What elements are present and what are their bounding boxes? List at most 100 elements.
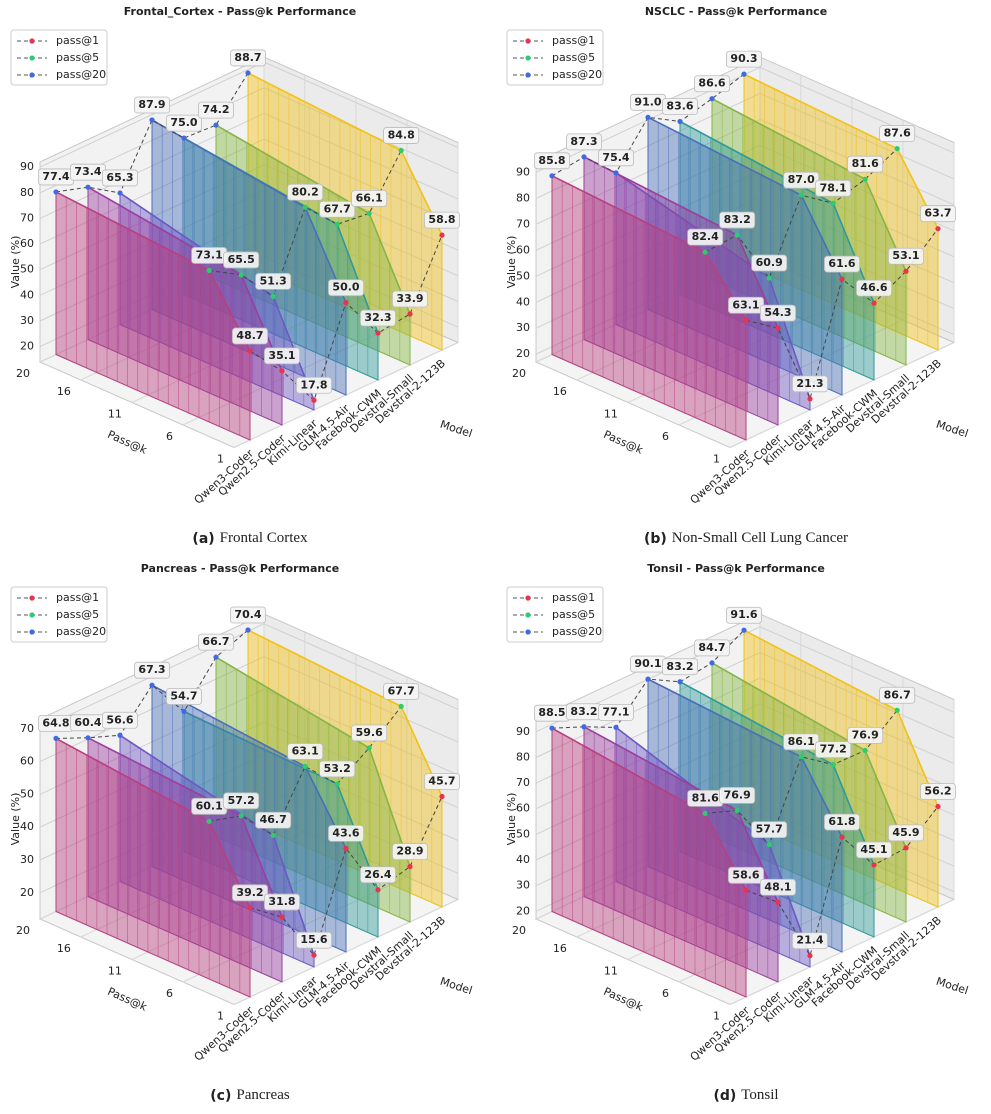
data-label-box	[223, 792, 260, 810]
data-label-box	[751, 254, 788, 272]
data-label-box	[719, 211, 756, 229]
data-point	[270, 293, 276, 299]
data-label: 77.1	[602, 705, 629, 718]
data-point	[117, 190, 123, 196]
data-label: 33.9	[396, 292, 423, 305]
data-point	[807, 953, 813, 959]
data-point	[213, 122, 219, 128]
data-label-box	[166, 688, 202, 705]
z-tick-label: 60	[20, 755, 34, 768]
data-label-box	[383, 682, 420, 700]
data-label: 81.6	[692, 791, 719, 804]
data-label: 88.5	[538, 706, 565, 719]
grid-line	[627, 654, 853, 960]
z-tick-label: 50	[516, 269, 530, 282]
data-label-box	[760, 878, 796, 896]
data-label-box	[662, 98, 698, 115]
z-tick-label: 30	[516, 321, 530, 334]
data-label: 77.2	[820, 743, 847, 756]
data-label-box	[328, 824, 364, 842]
k-tick-label: 16	[57, 385, 71, 398]
data-label-box	[264, 347, 300, 365]
data-label-box	[255, 272, 292, 290]
data-label-box	[687, 228, 724, 246]
data-point	[366, 745, 372, 751]
subplot: Pancreas - Pass@k Performance 20 30 40 50 60 7…	[9, 562, 474, 1104]
k-tick-label: 20	[16, 367, 30, 380]
data-label: 50.0	[332, 281, 359, 294]
data-label-box	[888, 824, 924, 842]
data-label-box	[198, 101, 234, 119]
data-label: 46.6	[860, 281, 887, 294]
data-point	[375, 330, 381, 336]
data-label: 58.8	[428, 213, 455, 226]
data-label-box	[351, 190, 388, 207]
caption-text: Pancreas	[236, 1087, 289, 1103]
data-point	[53, 189, 59, 195]
legend-marker	[525, 629, 531, 635]
legend-marker	[29, 595, 35, 601]
k-tick-label: 6	[166, 430, 173, 443]
z-tick-label: 20	[20, 886, 34, 899]
grid-line	[233, 142, 459, 448]
z-tick-label: 50	[516, 827, 530, 840]
data-point	[709, 660, 715, 666]
data-label-box	[134, 96, 170, 114]
legend-label: pass@5	[552, 51, 595, 64]
data-label-box	[287, 743, 324, 760]
data-label-box	[166, 114, 202, 132]
data-point	[734, 807, 740, 814]
caption-tag: (c)	[210, 1088, 231, 1104]
data-label: 86.1	[788, 735, 815, 748]
z-tick-label: 20	[516, 904, 530, 917]
data-point	[734, 232, 740, 238]
data-label: 32.3	[364, 311, 391, 324]
data-label-box	[726, 606, 762, 624]
data-label: 63.1	[732, 298, 759, 311]
data-label-box	[232, 327, 268, 345]
k-tick-label: 1	[713, 1010, 720, 1023]
data-label: 86.7	[884, 688, 911, 701]
z-tick-label: 90	[20, 160, 34, 173]
data-label: 83.2	[724, 213, 751, 226]
data-label: 59.6	[356, 726, 383, 739]
y-axis-label: Pass@k	[106, 985, 150, 1014]
data-label-box	[792, 375, 828, 393]
data-label: 48.1	[764, 880, 791, 893]
data-point	[343, 845, 349, 851]
data-label-box	[751, 821, 788, 839]
data-point	[743, 317, 749, 323]
legend-marker	[29, 629, 35, 635]
data-label-box	[319, 760, 356, 778]
z-tick-label: 70	[20, 722, 34, 735]
data-point	[741, 627, 747, 633]
data-point	[247, 905, 253, 911]
z-tick-label: 90	[516, 725, 530, 738]
data-label-box	[920, 783, 956, 800]
data-label: 70.4	[234, 608, 261, 621]
x-axis-label: Model	[934, 975, 969, 998]
z-tick-label: 80	[516, 750, 530, 763]
data-label: 45.7	[428, 775, 455, 788]
caption: (a) Frontal Cortex	[192, 530, 308, 547]
data-point	[862, 176, 868, 182]
data-point	[645, 676, 651, 682]
data-label: 67.7	[388, 684, 415, 697]
legend-marker	[525, 72, 531, 78]
data-point	[581, 154, 587, 160]
legend-box	[10, 586, 108, 643]
z-tick-label: 50	[20, 787, 34, 800]
data-label: 31.8	[268, 895, 295, 908]
legend-label: pass@20	[56, 625, 106, 638]
data-label-box	[824, 813, 860, 831]
data-label-box	[824, 255, 860, 273]
data-label-box	[360, 309, 396, 327]
data-label-box	[360, 866, 396, 884]
data-label: 66.1	[356, 191, 383, 204]
data-point	[343, 300, 349, 306]
data-point	[439, 793, 445, 800]
z-tick-label: 70	[516, 776, 530, 789]
data-label-box	[296, 931, 332, 949]
z-tick-label: 30	[20, 314, 34, 327]
z-tick-label: 90	[516, 165, 530, 178]
